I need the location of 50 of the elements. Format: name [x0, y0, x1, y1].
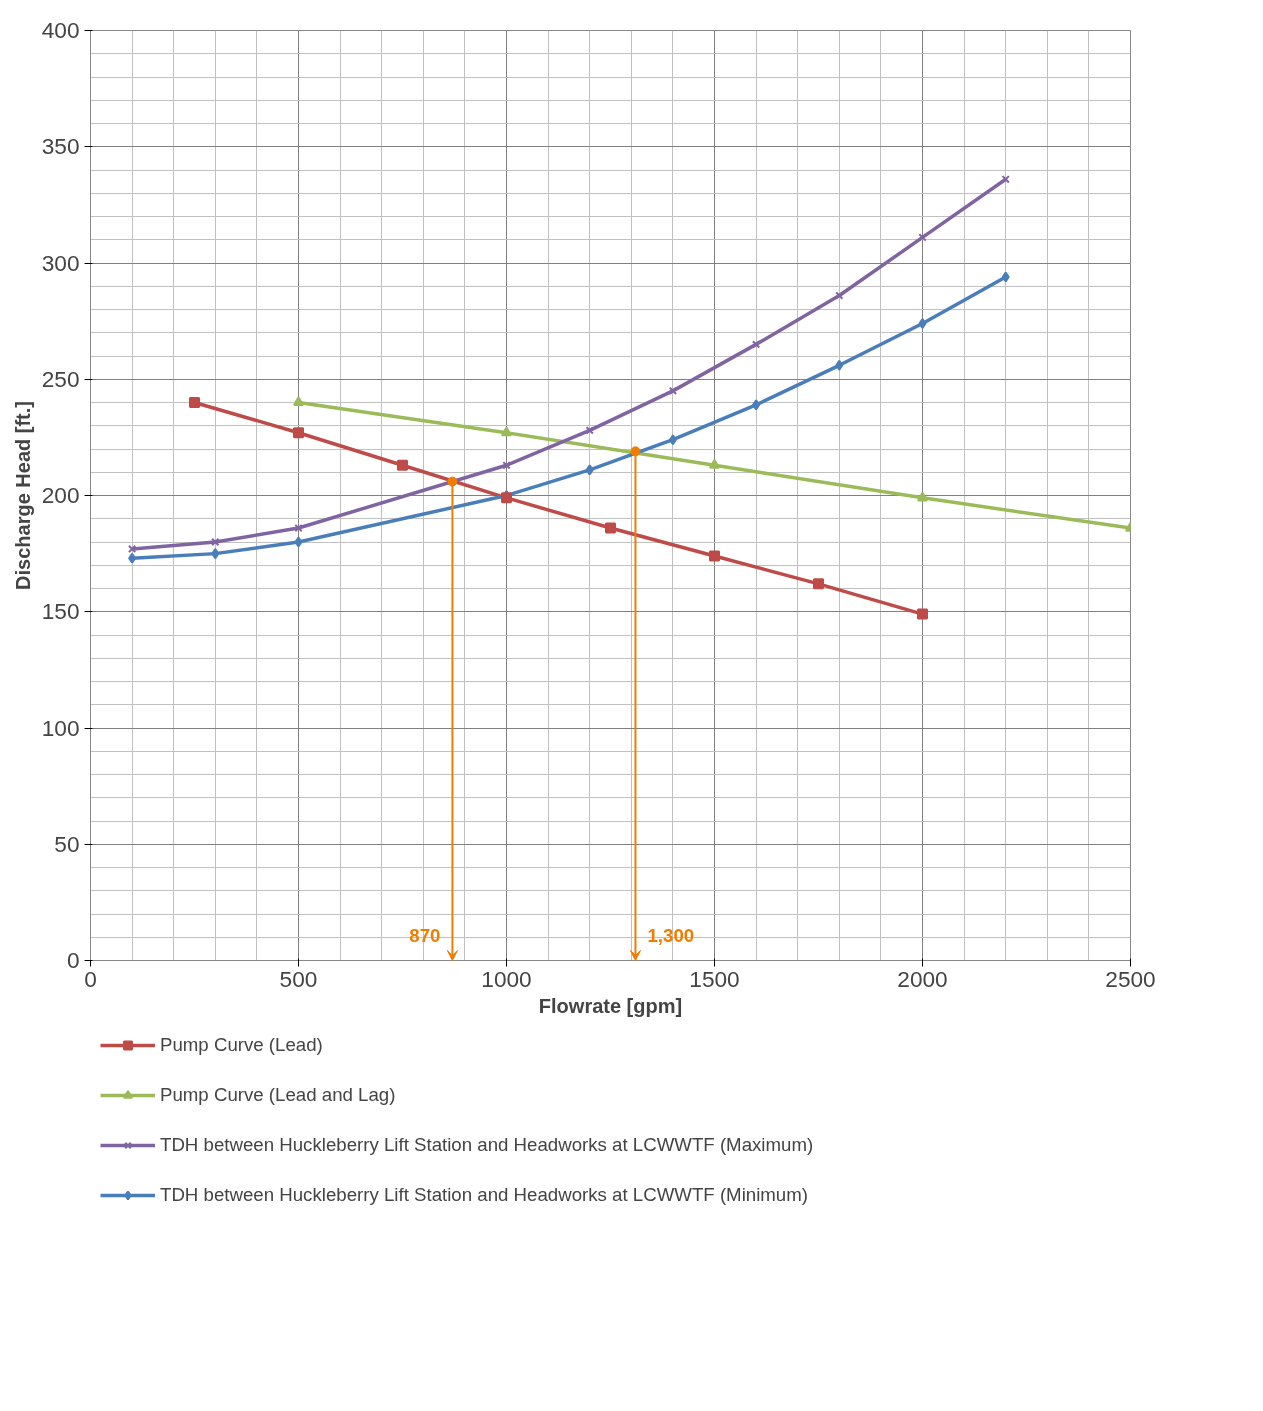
- point: [668, 434, 677, 446]
- point: [585, 426, 594, 435]
- point: [293, 427, 304, 439]
- point: [128, 552, 137, 564]
- point: [813, 578, 824, 590]
- legend-label: Pump Curve (Lead): [160, 1034, 323, 1056]
- x-tick-label: 2000: [897, 965, 948, 992]
- point: [501, 426, 512, 437]
- y-tick-label: 150: [41, 598, 80, 625]
- x-tick-label: 1000: [481, 965, 532, 992]
- x-tick-label: 500: [279, 965, 318, 992]
- point: [917, 491, 928, 502]
- x-tick-label: 2500: [1105, 965, 1156, 992]
- point: [668, 386, 678, 396]
- y-tick-label: 100: [41, 714, 80, 741]
- point: [585, 464, 594, 476]
- x-tick-label: 1500: [689, 965, 740, 992]
- point: [211, 548, 220, 560]
- x-axis-title: Flowrate [gpm]: [538, 994, 683, 1017]
- point: [835, 291, 844, 300]
- point: [918, 233, 927, 242]
- point: [918, 317, 927, 329]
- annotation: 1,300: [647, 924, 695, 946]
- annotation: 870: [409, 924, 441, 946]
- point: [709, 550, 720, 562]
- y-tick-label: 250: [41, 365, 80, 392]
- point: [502, 461, 511, 470]
- point: [605, 522, 616, 534]
- point: [397, 459, 408, 471]
- legend-label: Pump Curve (Lead and Lag): [160, 1084, 396, 1106]
- x-tick-label: 0: [84, 965, 97, 992]
- y-axis-title: Discharge Head [ft.]: [11, 401, 34, 590]
- point: [752, 399, 761, 411]
- y-tick-label: 400: [41, 17, 80, 43]
- point: [211, 537, 220, 547]
- legend-label: TDH between Huckleberry Lift Station and Headworks at LCWWTF (Minimum): [160, 1184, 808, 1206]
- point: [917, 608, 928, 620]
- point: [189, 397, 200, 408]
- y-tick-label: 300: [41, 249, 80, 276]
- point: [1001, 271, 1010, 283]
- legend-label: TDH between Huckleberry Lift Station and Headworks at LCWWTF (Maximum): [160, 1134, 814, 1156]
- y-tick-label: 50: [54, 830, 80, 857]
- point: [294, 536, 303, 548]
- point: [835, 359, 844, 371]
- y-tick-label: 200: [41, 482, 80, 508]
- y-tick-label: 0: [66, 947, 80, 973]
- point: [293, 396, 304, 407]
- y-tick-label: 350: [41, 133, 80, 160]
- point: [709, 459, 720, 469]
- point: [127, 544, 137, 554]
